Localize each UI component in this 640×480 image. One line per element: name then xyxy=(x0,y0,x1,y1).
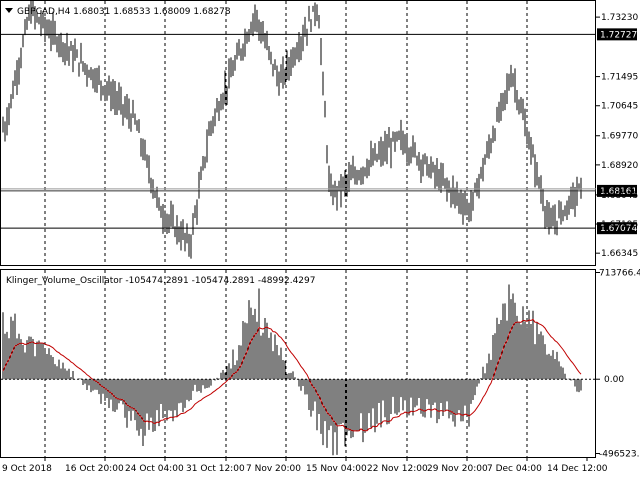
price-label: 1.66345 xyxy=(601,249,638,259)
price-label: 1.70645 xyxy=(601,102,638,112)
oscillator-histogram xyxy=(2,284,582,456)
level-label: 1.72727 xyxy=(600,30,637,40)
price-label: 1.68920 xyxy=(601,161,638,171)
time-label: 14 Dec 12:00 xyxy=(547,464,608,474)
time-label: 31 Oct 12:00 xyxy=(186,464,245,474)
price-label: 1.68045 xyxy=(601,191,638,201)
time-label: 9 Oct 2018 xyxy=(2,464,52,474)
price-label: 1.71495 xyxy=(601,73,638,83)
indicator-panel xyxy=(0,269,596,458)
level-label-box xyxy=(597,184,637,197)
time-label: 29 Nov 20:00 xyxy=(427,464,488,474)
time-label: 22 Nov 12:00 xyxy=(367,464,428,474)
time-label: 16 Oct 20:00 xyxy=(65,464,124,474)
indicator-header: Klinger_Volume_Oscillator -105474.2891 -… xyxy=(6,276,315,286)
collapse-arrow-icon[interactable] xyxy=(5,8,13,13)
level-label: 1.68161 xyxy=(600,187,637,197)
price-label: 1.73230 xyxy=(601,13,638,23)
price-label: 1.67195 xyxy=(601,220,638,230)
main-panel xyxy=(0,0,596,266)
price-label: 1.69770 xyxy=(601,132,638,142)
price-bars xyxy=(2,0,582,259)
value-label: 713766.47 xyxy=(599,269,640,279)
level-label-box xyxy=(597,222,637,235)
signal-line xyxy=(2,318,582,432)
value-label: -496523.9 xyxy=(599,449,640,459)
value-label: 0.00 xyxy=(604,375,624,385)
level-label: 1.67074 xyxy=(600,224,637,234)
time-label: 24 Oct 04:00 xyxy=(125,464,184,474)
time-label: 7 Nov 20:00 xyxy=(246,464,301,474)
level-label-box xyxy=(597,28,637,41)
main-header: GBPCAD,H4 1.68031 1.68533 1.68009 1.6827… xyxy=(17,7,231,17)
time-label: 7 Dec 04:00 xyxy=(487,464,542,474)
time-label: 15 Nov 04:00 xyxy=(306,464,367,474)
